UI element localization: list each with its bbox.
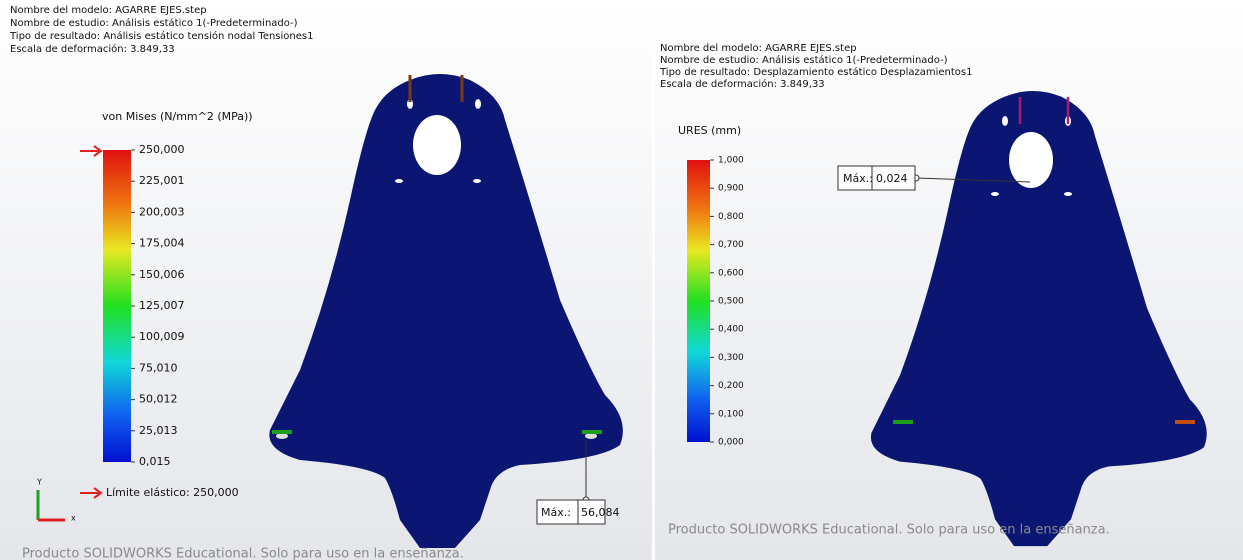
legend-label: 175,004 xyxy=(139,237,185,250)
legend-label: 250,000 xyxy=(139,143,185,156)
yield-label: Límite elástico: 250,000 xyxy=(106,486,239,499)
color-bar xyxy=(103,150,131,462)
max-label: Máx.: xyxy=(541,506,571,519)
triad-y: Y xyxy=(36,478,42,487)
legend-label: 0,400 xyxy=(718,325,744,335)
triad-x: x xyxy=(71,514,76,523)
legend-title: von Mises (N/mm^2 (MPa)) xyxy=(102,110,253,123)
legend-label: 25,013 xyxy=(139,424,178,437)
legend-title: URES (mm) xyxy=(678,124,741,137)
legend-label: 125,007 xyxy=(139,299,185,312)
watermark: Producto SOLIDWORKS Educational. Solo pa… xyxy=(668,523,1110,538)
legend-label: 200,003 xyxy=(139,205,185,218)
max-value: 0,024 xyxy=(876,172,908,185)
info-line: Tipo de resultado: Desplazamiento estáti… xyxy=(659,66,972,78)
legend-label: 0,800 xyxy=(718,212,744,222)
info-line: Nombre del modelo: AGARRE EJES.step xyxy=(660,43,857,54)
info-line: Nombre de estudio: Análisis estático 1(-… xyxy=(660,54,948,66)
max-label: Máx.: xyxy=(843,172,873,185)
legend-label: 0,600 xyxy=(718,268,744,278)
info-line: Nombre del modelo: AGARRE EJES.step xyxy=(10,5,207,16)
info-line: Tipo de resultado: Análisis estático ten… xyxy=(9,30,313,42)
legend-label: 0,900 xyxy=(718,184,744,194)
legend-label: 0,200 xyxy=(718,381,744,391)
watermark: Producto SOLIDWORKS Educational. Solo pa… xyxy=(22,547,464,560)
info-line: Escala de deformación: 3.849,33 xyxy=(660,78,825,90)
legend-label: 0,000 xyxy=(718,438,744,448)
legend-label: 100,009 xyxy=(139,330,185,343)
max-value: 56,084 xyxy=(581,506,620,519)
legend-label: 0,300 xyxy=(718,353,744,363)
legend-label: 0,700 xyxy=(718,240,744,250)
legend-label: 50,012 xyxy=(139,393,178,406)
info-line: Escala de deformación: 3.849,33 xyxy=(10,43,175,55)
screenshot: Nombre del modelo: AGARRE EJES.step Nomb… xyxy=(0,0,1243,560)
color-bar xyxy=(687,160,710,442)
viewport-left xyxy=(0,0,652,560)
legend-label: 225,001 xyxy=(139,174,185,187)
legend-label: 0,015 xyxy=(139,455,171,468)
legend-label: 0,100 xyxy=(718,409,744,419)
legend-label: 75,010 xyxy=(139,361,178,374)
info-line: Nombre de estudio: Análisis estático 1(-… xyxy=(10,17,298,29)
legend-label: 0,500 xyxy=(718,297,744,307)
legend-label: 1,000 xyxy=(718,156,744,166)
legend-label: 150,006 xyxy=(139,268,185,281)
